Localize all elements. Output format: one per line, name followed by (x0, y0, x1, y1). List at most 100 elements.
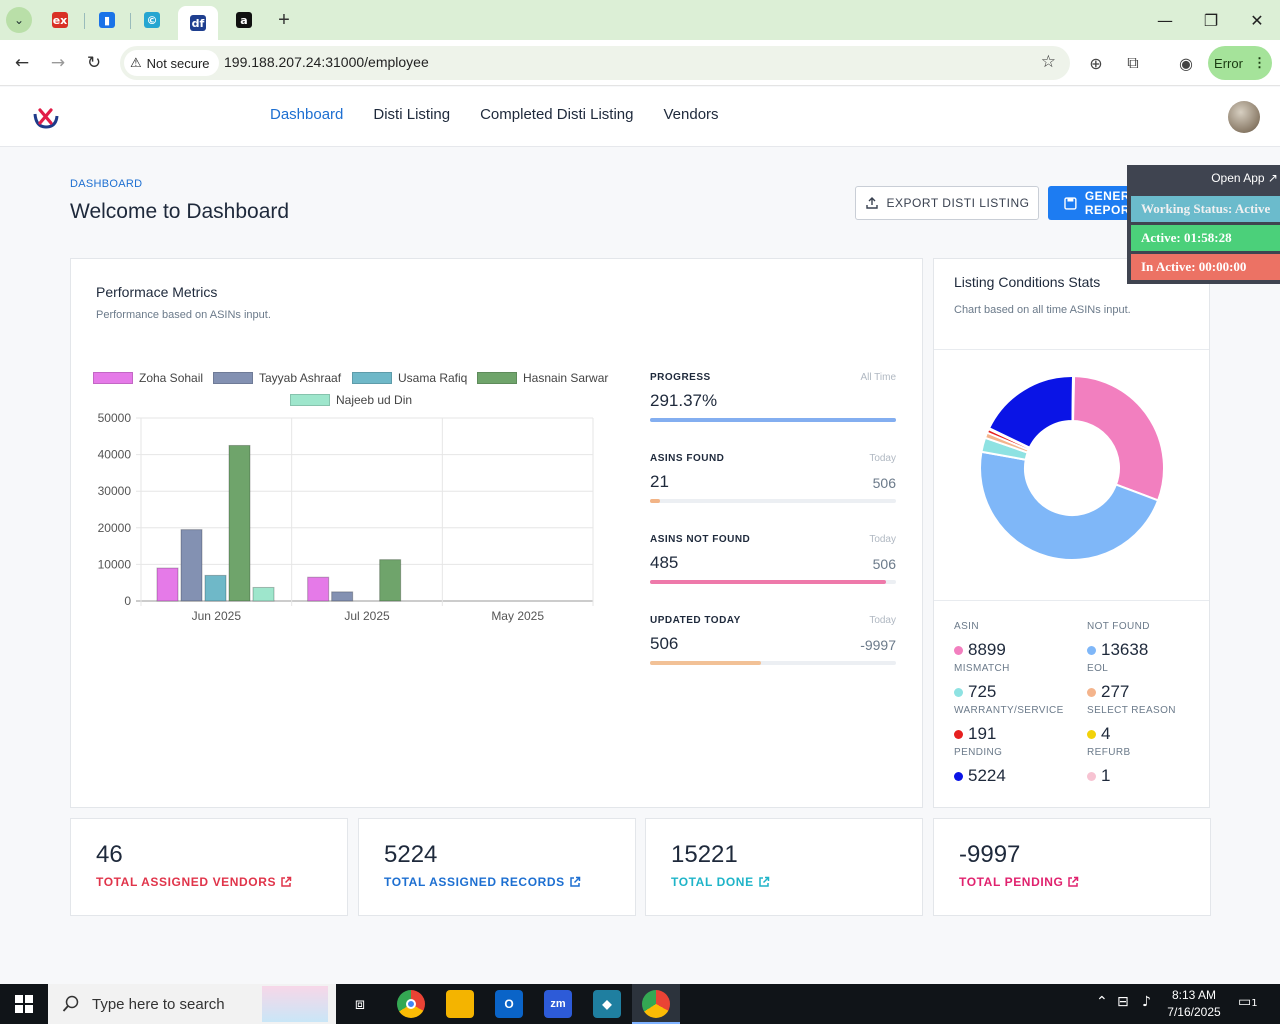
stat-label: MISMATCH (954, 663, 1010, 674)
kpi-value: 15221 (671, 841, 738, 868)
kpi-link[interactable]: TOTAL ASSIGNED RECORDS (384, 875, 581, 889)
browser-tab[interactable]: ▮ (87, 6, 127, 34)
volume-icon[interactable]: ♪ (1142, 994, 1151, 1010)
avatar[interactable] (1228, 101, 1260, 133)
kpi-label: TOTAL ASSIGNED RECORDS (384, 875, 565, 889)
site-info-button[interactable]: ⚠ Not secure (124, 50, 219, 76)
nav-completed-disti-listing[interactable]: Completed Disti Listing (480, 106, 634, 123)
donut-slice[interactable] (1071, 374, 1165, 502)
tray-chevron-icon[interactable]: ⌃ (1096, 994, 1108, 1010)
main-nav: Dashboard Disti Listing Completed Disti … (270, 106, 719, 123)
bar[interactable] (307, 576, 330, 602)
stat-number: 8899 (968, 640, 1006, 659)
export-disti-listing-button[interactable]: EXPORT DISTI LISTING (855, 186, 1039, 220)
bar[interactable] (379, 559, 402, 602)
zoom-icon[interactable]: zm (544, 990, 572, 1018)
y-tick-label: 10000 (98, 557, 132, 571)
metric-value: 21 (650, 472, 669, 491)
legend-swatch (93, 372, 133, 384)
restore-button[interactable]: ❐ (1203, 10, 1219, 30)
kpi-link[interactable]: TOTAL ASSIGNED VENDORS (96, 875, 292, 889)
profile-icon[interactable]: ◉ (1179, 53, 1193, 73)
url-text[interactable]: 199.188.207.24:31000/employee (224, 54, 429, 70)
performance-subtitle: Performance based on ASINs input. (96, 309, 271, 321)
y-tick-label: 0 (124, 594, 131, 608)
bar[interactable] (156, 567, 179, 602)
outlook-icon[interactable]: O (495, 990, 523, 1018)
stat-number: 13638 (1101, 640, 1149, 659)
browser-tab[interactable]: a (224, 6, 264, 34)
stat-value: 1 (1087, 766, 1110, 786)
clock-date: 7/16/2025 (1167, 1005, 1221, 1019)
minimize-button[interactable]: — (1157, 10, 1173, 30)
nav-disti-listing[interactable]: Disti Listing (373, 106, 451, 123)
stat-value: 191 (954, 724, 996, 744)
bar[interactable] (331, 591, 354, 602)
donut-slice[interactable] (1071, 374, 1076, 423)
back-icon[interactable]: ← (14, 53, 30, 73)
security-label: Not secure (146, 55, 210, 71)
address-bar[interactable]: ⚠ Not secure 199.188.207.24:31000/employ… (120, 46, 1070, 80)
tab-favicon-icon: ex (52, 12, 68, 28)
stat-color-dot (954, 729, 963, 739)
new-tab-button[interactable]: + (278, 8, 290, 31)
bar[interactable] (252, 586, 275, 602)
legend-swatch (352, 372, 392, 384)
browser-tab[interactable]: ex (40, 6, 80, 34)
nav-dashboard[interactable]: Dashboard (270, 106, 344, 123)
extensions-icon[interactable]: ⧉ (1127, 53, 1139, 72)
search-icon (62, 995, 79, 1012)
legend-item[interactable]: Zoha Sohail (93, 371, 203, 385)
browser-tab[interactable]: © (132, 6, 172, 34)
kpi-link[interactable]: TOTAL DONE (671, 875, 770, 889)
legend-item[interactable]: Usama Rafiq (352, 371, 467, 385)
legend-item[interactable]: Tayyab Ashraaf (213, 371, 341, 385)
browser-tab-active[interactable]: df (178, 6, 218, 40)
legend-item[interactable]: Hasnain Sarwar (477, 371, 608, 385)
metric-label: ASINS NOT FOUND (650, 534, 751, 545)
stat-color-dot (1087, 771, 1096, 781)
warning-icon: ⚠ (130, 55, 142, 71)
metric-progress-track (650, 418, 896, 422)
active-taskbar-app[interactable] (632, 984, 680, 1024)
donut-slice[interactable] (979, 450, 1160, 561)
page-title: Welcome to Dashboard (70, 200, 290, 223)
kpi-value: 46 (96, 841, 123, 868)
metric-progress-fill (650, 661, 761, 665)
forward-icon[interactable]: → (50, 53, 66, 73)
task-view-icon[interactable]: ⧈ (354, 994, 366, 1013)
tab-search-button[interactable]: ⌄ (6, 7, 32, 33)
legend-label: Hasnain Sarwar (523, 371, 609, 385)
chrome-icon[interactable] (397, 990, 425, 1018)
company-logo[interactable] (30, 102, 60, 132)
stat-value: 277 (1087, 682, 1129, 702)
metric-progress-track (650, 499, 896, 503)
metric-total: 506 (872, 556, 896, 572)
export-button-label: EXPORT DISTI LISTING (886, 196, 1030, 210)
network-icon[interactable]: ⊟ (1117, 994, 1129, 1010)
profile-error-button[interactable]: Error ⋮ (1208, 46, 1272, 80)
bookmark-star-icon[interactable]: ☆ (1040, 52, 1056, 71)
breadcrumb: DASHBOARD (70, 178, 143, 190)
open-app-button[interactable]: Open App ↗ (1211, 167, 1280, 189)
search-placeholder: Type here to search (92, 995, 225, 1013)
app-icon[interactable]: ◆ (593, 990, 621, 1018)
metric-total: -9997 (860, 637, 896, 653)
taskbar-clock[interactable]: 8:13 AM 7/16/2025 (1162, 987, 1226, 1021)
reload-icon[interactable]: ↻ (86, 53, 102, 73)
notifications-icon[interactable]: ▭1 (1238, 994, 1258, 1010)
bar[interactable] (228, 444, 251, 602)
search-highlight-image (262, 986, 328, 1022)
nav-vendors[interactable]: Vendors (663, 106, 719, 123)
kpi-link[interactable]: TOTAL PENDING (959, 875, 1079, 889)
bar[interactable] (204, 574, 227, 602)
kpi-label: TOTAL ASSIGNED VENDORS (96, 875, 277, 889)
file-explorer-icon[interactable] (446, 990, 474, 1018)
bar[interactable] (180, 529, 203, 602)
windows-start-button[interactable] (0, 984, 48, 1024)
legend-item[interactable]: Najeeb ud Din (290, 393, 412, 407)
translate-icon[interactable]: ⊕ (1089, 53, 1103, 73)
close-window-button[interactable]: ✕ (1250, 10, 1264, 30)
taskbar-search-box[interactable]: Type here to search (48, 984, 336, 1024)
legend-label: Zoha Sohail (139, 371, 204, 385)
